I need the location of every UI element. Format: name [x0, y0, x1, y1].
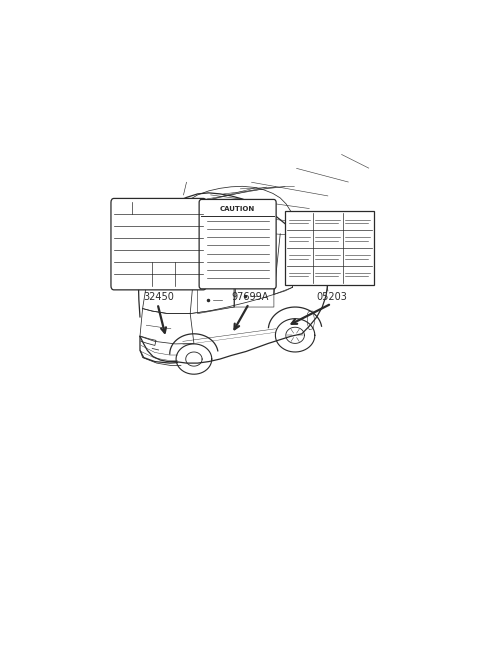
FancyBboxPatch shape [286, 211, 374, 285]
Text: 32450: 32450 [143, 292, 174, 302]
Text: 05203: 05203 [316, 292, 347, 302]
FancyBboxPatch shape [199, 199, 276, 289]
Text: CAUTION: CAUTION [220, 206, 255, 212]
FancyBboxPatch shape [111, 198, 206, 290]
Text: 97699A: 97699A [231, 292, 268, 302]
